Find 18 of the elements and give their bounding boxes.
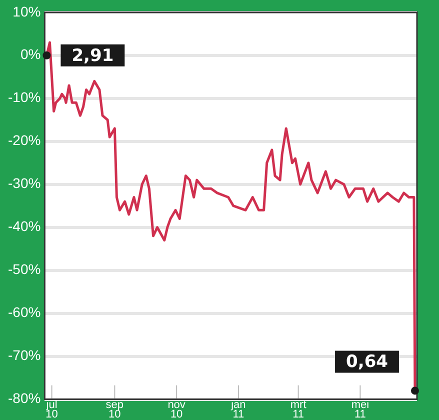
y-tick-label: -10% <box>8 89 41 106</box>
x-tick-label: nov 10 <box>168 399 186 420</box>
y-tick-label: -60% <box>8 304 41 320</box>
x-tick-label: jul 10 <box>45 399 58 420</box>
y-tick-label: 0% <box>20 46 41 62</box>
x-tick-label: mei 11 <box>351 399 370 420</box>
annotation: 2,91 <box>72 46 114 66</box>
y-tick-label: -20% <box>8 132 41 148</box>
x-tick-label: sep 10 <box>106 399 124 420</box>
x-tick-label: jan 11 <box>230 399 246 420</box>
x-tick-label: mrt 11 <box>290 399 306 420</box>
annotation: 0,64 <box>346 352 388 372</box>
y-tick-label: -30% <box>8 175 41 192</box>
y-tick-label: -40% <box>8 218 41 234</box>
y-tick-label: -70% <box>8 347 41 364</box>
y-tick-label: -50% <box>8 261 41 278</box>
y-tick-label: 10% <box>12 3 41 20</box>
y-tick-label: -80% <box>8 390 41 406</box>
